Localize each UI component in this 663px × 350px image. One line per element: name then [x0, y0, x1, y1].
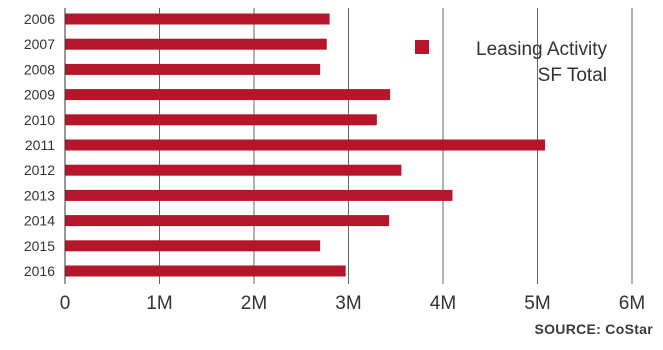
bar-2007: [65, 38, 327, 50]
y-tick-label-2016: 2016: [24, 263, 55, 279]
bar-2014: [65, 215, 390, 227]
bar-2011: [65, 139, 546, 151]
bar-2012: [65, 164, 402, 176]
bar-2015: [65, 240, 321, 252]
y-tick-label-2006: 2006: [24, 11, 55, 27]
y-tick-label-2008: 2008: [24, 61, 55, 77]
y-tick-labels: 2006 2007 2008 2009 2010 2011 2012 2013 2014 2015…: [24, 11, 55, 279]
bars: [65, 13, 546, 277]
bar-2006: [65, 13, 330, 25]
y-tick-label-2013: 2013: [24, 187, 55, 203]
bar-2013: [65, 189, 453, 201]
x-tick-label-4M: 4M: [430, 293, 456, 314]
y-tick-label-2009: 2009: [24, 87, 55, 103]
legend-label-line-2: SF Total: [538, 65, 607, 86]
x-tick-label-0: 0: [60, 293, 71, 314]
x-tick-label-2M: 2M: [241, 293, 267, 314]
x-tick-label-1M: 1M: [146, 293, 172, 314]
y-tick-label-2010: 2010: [24, 112, 55, 128]
legend-swatch: [415, 40, 429, 54]
y-tick-label-2007: 2007: [24, 36, 55, 52]
x-tick-labels: 0 1M 2M 3M 4M 5M 6M: [60, 293, 645, 314]
bar-2008: [65, 63, 321, 75]
y-tick-label-2012: 2012: [24, 162, 55, 178]
x-tick-label-6M: 6M: [619, 293, 645, 314]
y-tick-label-2014: 2014: [24, 213, 55, 229]
legend-label-line-1: Leasing Activity: [476, 39, 607, 60]
source-note: SOURCE: CoStar: [534, 321, 653, 337]
y-tick-label-2011: 2011: [25, 137, 55, 153]
x-tick-label-5M: 5M: [524, 293, 550, 314]
legend: Leasing Activity SF Total: [415, 39, 607, 86]
bar-2010: [65, 114, 377, 126]
bar-2009: [65, 89, 391, 101]
x-tick-label-3M: 3M: [335, 293, 361, 314]
bar-2016: [65, 265, 346, 277]
y-tick-label-2015: 2015: [24, 238, 55, 254]
